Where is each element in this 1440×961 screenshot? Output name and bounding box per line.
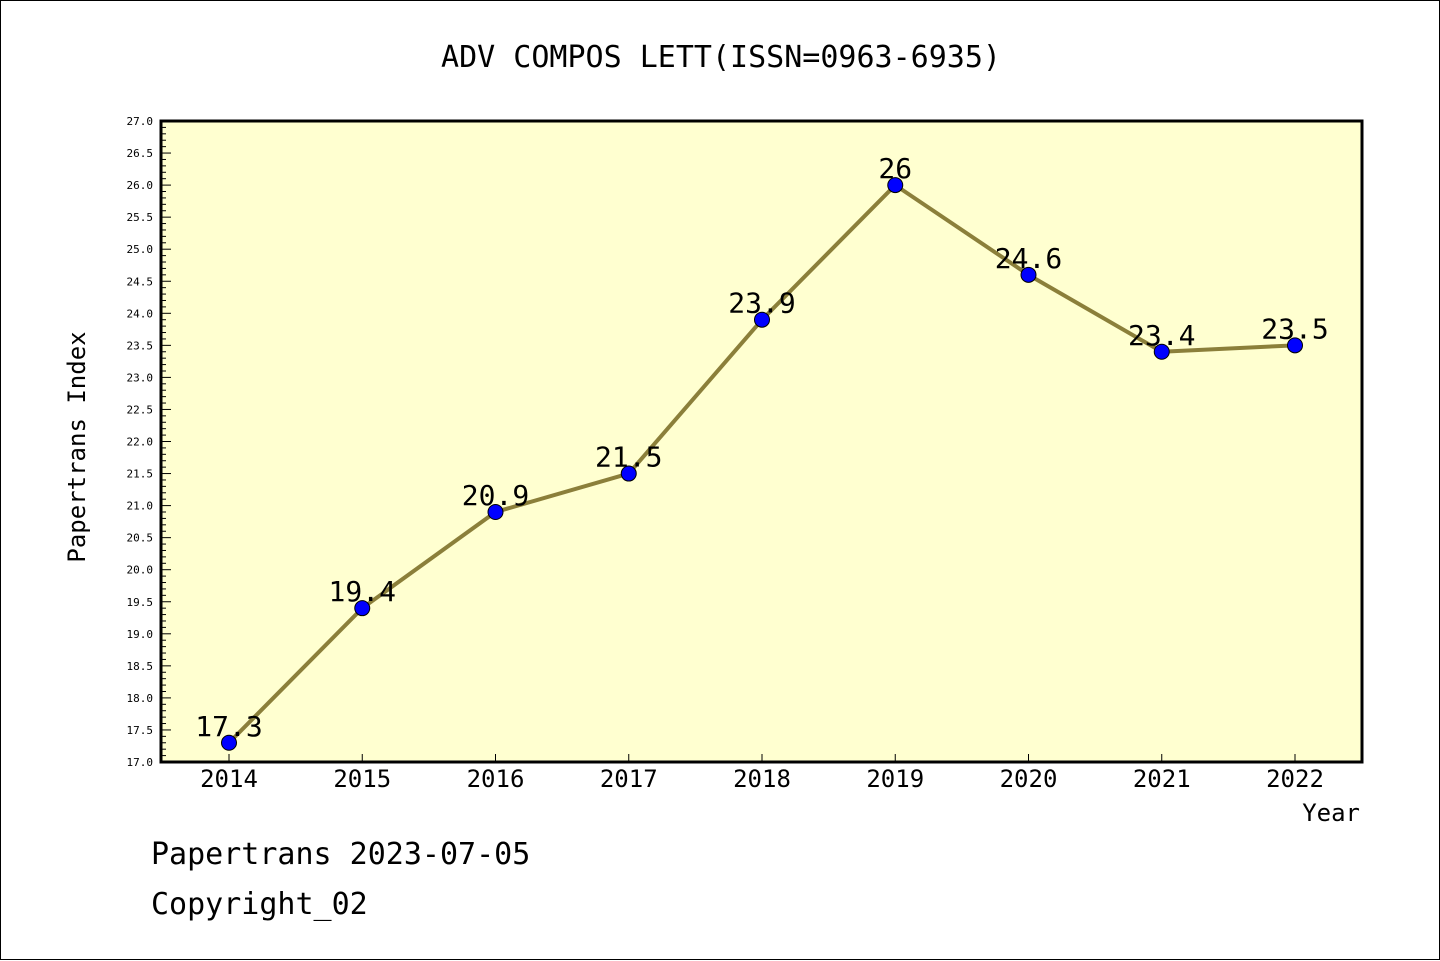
y-tick-label: 23.5	[127, 339, 154, 352]
data-label: 26	[878, 152, 912, 185]
y-tick-label: 21.0	[127, 500, 154, 513]
data-label: 19.4	[329, 575, 396, 608]
data-point	[487, 504, 504, 521]
y-tick-label: 17.5	[127, 724, 154, 737]
data-label: 17.3	[195, 710, 262, 743]
x-tick-label: 2014	[200, 765, 258, 793]
data-label: 24.6	[995, 242, 1062, 275]
y-tick-label: 17.0	[127, 756, 154, 769]
x-tick-label: 2017	[600, 765, 658, 793]
y-tick-label: 26.5	[127, 147, 154, 160]
y-tick-label: 18.0	[127, 692, 154, 705]
plot-area	[161, 121, 1362, 762]
y-tick-label: 23.0	[127, 371, 154, 384]
y-axis-label: Papertrans Index	[63, 331, 91, 562]
data-point	[754, 311, 770, 328]
x-axis-label: Year	[1302, 799, 1360, 827]
footer-date-stamp: Papertrans 2023-07-05	[151, 837, 531, 872]
y-tick-label: 24.0	[127, 307, 154, 320]
y-tick-label: 24.5	[127, 275, 154, 288]
data-label: 23.5	[1261, 312, 1328, 345]
x-tick-label: 2018	[733, 765, 791, 793]
data-label: 21.5	[595, 441, 662, 474]
y-tick-label: 22.0	[127, 436, 154, 449]
data-label: 23.9	[728, 287, 795, 320]
data-point	[1153, 343, 1170, 360]
footer-copyright: Copyright_02	[151, 887, 368, 922]
data-point	[1287, 337, 1303, 354]
data-point	[354, 600, 371, 617]
data-label: 23.4	[1128, 319, 1195, 352]
y-tick-label: 21.5	[127, 468, 154, 481]
y-tick-label: 18.5	[127, 660, 154, 673]
data-point	[620, 465, 637, 482]
y-tick-label: 27.0	[127, 115, 154, 128]
data-point	[221, 734, 237, 751]
chart-title: ADV COMPOS LETT(ISSN=0963-6935)	[441, 40, 1001, 75]
x-tick-label: 2022	[1266, 765, 1324, 793]
data-point	[1020, 266, 1037, 283]
y-tick-label: 20.0	[127, 564, 154, 577]
plot-border	[159, 119, 1364, 764]
y-tick-label: 25.5	[127, 211, 154, 224]
y-tick-label: 22.5	[127, 403, 154, 416]
data-label: 20.9	[462, 479, 529, 512]
x-tick-label: 2021	[1133, 765, 1191, 793]
y-tick-label: 19.5	[127, 596, 154, 609]
data-point	[887, 177, 904, 194]
x-tick-label: 2015	[333, 765, 391, 793]
y-tick-label: 20.5	[127, 532, 154, 545]
y-tick-label: 26.0	[127, 179, 154, 192]
x-tick-label: 2019	[866, 765, 924, 793]
x-tick-label: 2020	[1000, 765, 1058, 793]
y-tick-label: 25.0	[127, 243, 154, 256]
y-tick-label: 19.0	[127, 628, 154, 641]
x-tick-label: 2016	[467, 765, 525, 793]
